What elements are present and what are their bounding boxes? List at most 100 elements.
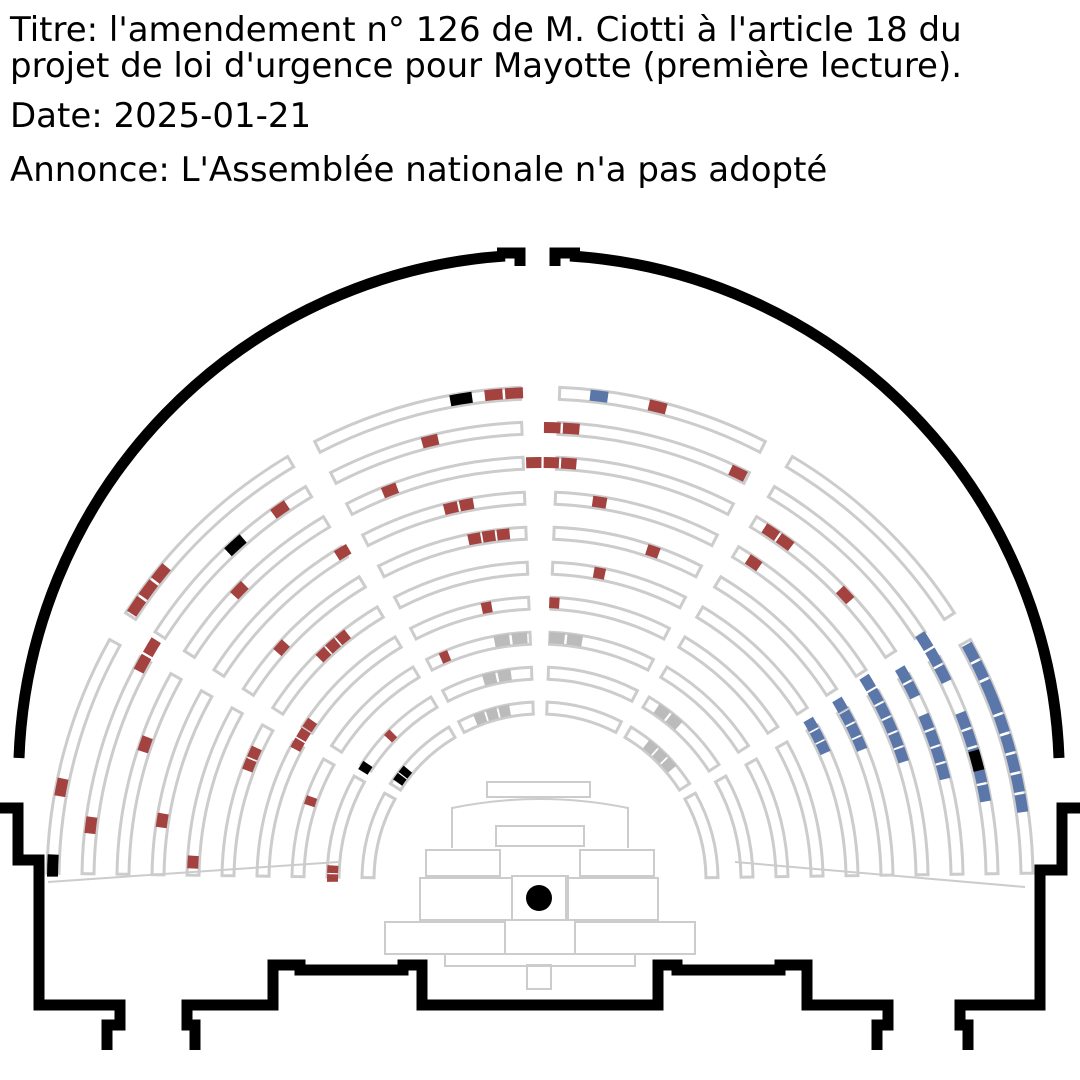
vote-against-seat-8-1 (895, 665, 913, 684)
bureau-seat-0-0 (660, 757, 677, 773)
bureau-seat-2-0 (665, 713, 683, 730)
title-label: Titre: (10, 10, 99, 50)
seat-rows (45, 380, 1035, 880)
secretaries-right (565, 877, 659, 921)
vote-for-seat-26-0 (835, 585, 855, 605)
seats-layer (47, 387, 1029, 882)
seat-row-8-sector-2 (556, 420, 752, 486)
other-vote-seat-0-0 (449, 391, 473, 407)
orator-desk (511, 875, 569, 921)
vote-against-seat-2-3 (918, 712, 935, 731)
vote-for-seat-16-0 (560, 457, 577, 470)
other-vote-seat-3-0 (358, 760, 373, 775)
seat-row-2-sector-1 (658, 664, 751, 755)
vote-against-seat-4-1 (846, 722, 862, 739)
vote-for-seat-29-0 (230, 580, 249, 600)
vote-for-seat-17-0 (591, 495, 608, 509)
vote-against-seat-3-2 (882, 716, 898, 734)
orator-position (526, 885, 552, 911)
seat-row-7-sector-2 (554, 455, 736, 517)
vote-for-seat-25-0 (744, 554, 763, 572)
seat-row-5-sector-5 (185, 705, 245, 877)
seat-row-9-sector-4 (123, 454, 296, 622)
tribune-back (451, 798, 629, 848)
vote-against-seat-5-1 (809, 728, 825, 744)
seat-row-6-sector-2 (553, 490, 720, 548)
floor-box (526, 964, 552, 990)
bureau-seat-3-1 (482, 671, 498, 686)
date-label: Date: (10, 96, 103, 136)
vote-for-seat-21-1 (761, 523, 781, 541)
vote-against-seat-5-2 (803, 716, 819, 733)
seat-row-0-sector-4 (388, 725, 458, 793)
seat-row-6-sector-4 (211, 544, 350, 679)
vote-for-seat-27-1 (481, 529, 496, 543)
seat-row-9-sector-0 (957, 637, 1035, 875)
president-bench-left (425, 849, 501, 877)
vote-against-seat-9-0 (589, 389, 609, 403)
outer-wall (0, 247, 1080, 1050)
seat-row-7-sector-0 (896, 671, 965, 876)
other-vote-seat-1-0 (224, 534, 247, 557)
vote-for-seat-23-0 (592, 566, 607, 580)
vote-for-seat-34-0 (84, 816, 98, 835)
vote-against-seat-0-4 (993, 713, 1010, 735)
other-vote-seat-2-0 (47, 854, 59, 877)
seat-row-0-sector-5 (360, 791, 398, 880)
vote-for-seat-9-0 (155, 812, 169, 829)
seat-row-4-sector-2 (550, 560, 688, 610)
seat-row-8-sector-4 (152, 484, 314, 641)
seat-row-2-sector-3 (424, 630, 533, 673)
vote-for-seat-0-1 (484, 388, 503, 402)
seat-row-4-sector-1 (694, 604, 810, 717)
vote-against-seat-0-3 (1000, 733, 1016, 754)
vote-against-seat-7-2 (962, 641, 980, 663)
vote-against-seat-3-4 (867, 687, 884, 706)
stairs-left (384, 921, 506, 955)
seat-row-6-sector-1 (730, 544, 869, 679)
seat-row-3-sector-3 (408, 595, 531, 642)
seat-row-8-sector-5 (80, 654, 153, 876)
aisle-4 (109, 619, 405, 801)
seat-row-5-sector-4 (241, 574, 368, 698)
announce-label: Annonce: (10, 150, 170, 190)
vote-for-seat-18-1 (543, 422, 561, 434)
tribune-desk (495, 825, 585, 847)
vote-against-seat-4-2 (839, 709, 856, 726)
vote-for-seat-15-1 (442, 501, 459, 515)
seat-row-7-sector-1 (748, 514, 898, 660)
bureau-seat-4-0 (566, 633, 584, 647)
vote-against-seat-6-2 (915, 631, 934, 652)
title-text-line2: projet de loi d'urgence pour Mayotte (pr… (10, 46, 963, 86)
vote-for-seat-3-0 (333, 544, 352, 561)
vote-for-seat-28-0 (270, 500, 290, 519)
vote-for-seat-14-2 (315, 646, 332, 663)
vote-against-seat-0-2 (1005, 753, 1021, 774)
vote-for-seat-24-0 (549, 597, 560, 609)
vote-for-seat-5-1 (242, 757, 257, 773)
vote-for-seat-10-0 (187, 855, 199, 869)
bureau-seat-0-1 (652, 748, 668, 764)
vote-for-seat-33-0 (54, 777, 69, 798)
bureau-seat-3-0 (497, 669, 512, 683)
stairs-right (574, 921, 696, 955)
vote-against-seat-7-0 (980, 678, 998, 700)
outer-wall-top-left-notch (497, 247, 526, 266)
vote-for-seat-7-1 (133, 653, 152, 674)
seat-row-5-sector-1 (712, 574, 839, 698)
vote-against-seat-3-3 (875, 702, 892, 720)
floor-rail-right (734, 861, 1026, 888)
seat-row-3-sector-5 (255, 739, 306, 878)
vote-for-seat-20-0 (728, 464, 748, 482)
seat-row-8-sector-1 (766, 484, 928, 641)
bureau-seat-1-1 (485, 707, 499, 721)
seat-row-9-sector-5 (45, 637, 123, 875)
vote-against-seat-5-0 (815, 740, 831, 756)
vote-against-seat-2-2 (924, 729, 941, 748)
bureau-seat-1-0 (498, 704, 511, 718)
vote-for-seat-15-0 (458, 497, 475, 512)
vote-for-seat-30-1 (296, 727, 311, 742)
seat-row-2-sector-0 (743, 756, 790, 879)
vote-against-seat-3-0 (894, 746, 909, 764)
